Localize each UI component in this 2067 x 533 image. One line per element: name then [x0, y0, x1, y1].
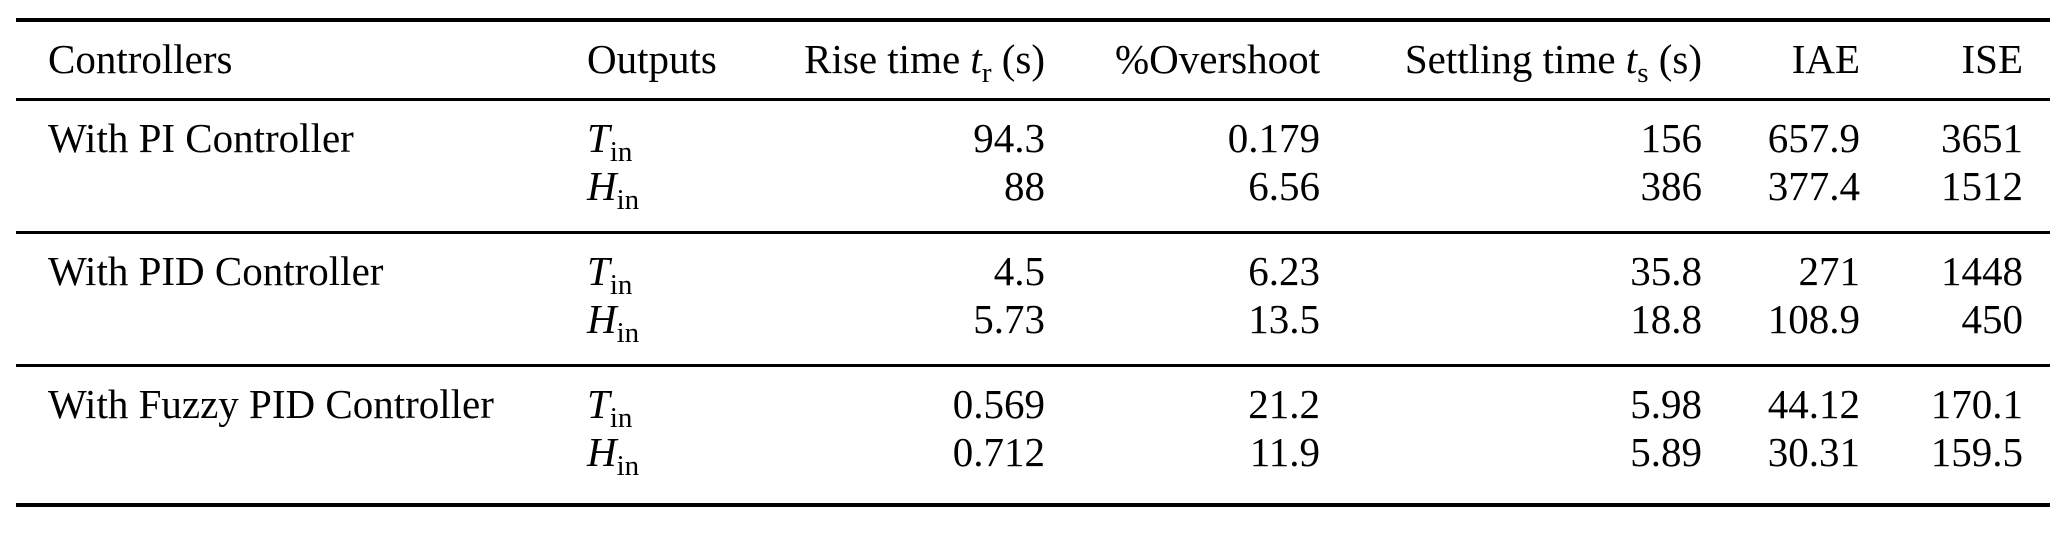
cell-ise: 1448 — [1941, 248, 2023, 295]
col-header-ise: ISE — [1961, 36, 2024, 83]
cell-rise-time: 0.712 — [952, 429, 1045, 476]
cell-iae: 657.9 — [1767, 115, 1860, 162]
cell-iae: 271 — [1798, 248, 1861, 295]
cell-iae: 30.31 — [1767, 429, 1860, 476]
output-subscript: in — [609, 269, 633, 302]
table-header: Controllers Outputs Rise time tr (s) %Ov… — [16, 20, 2050, 100]
cell-ise: 159.5 — [1930, 429, 2023, 476]
settling-time-symbol: t — [1625, 36, 1638, 83]
cell-ise: 450 — [1961, 296, 2024, 343]
cell-rise-time: 0.569 — [952, 381, 1045, 428]
output-symbol: H — [587, 429, 617, 476]
output-subscript: in — [609, 136, 633, 169]
output-symbol: H — [587, 163, 617, 210]
cell-controller-name: With PI Controller — [48, 115, 354, 162]
group-fuzzy-pid-controller: With Fuzzy PID Controller Tin 0.569 21.2… — [16, 366, 2050, 505]
rise-time-label-suffix: (s) — [991, 36, 1045, 83]
table-row: With PI Controller Tin 94.3 0.179 156 65… — [16, 100, 2050, 167]
col-header-iae: IAE — [1791, 36, 1860, 83]
cell-settling-time: 35.8 — [1630, 248, 1702, 295]
cell-output: Tin — [571, 366, 791, 433]
cell-overshoot: 21.2 — [1248, 381, 1320, 428]
cell-overshoot: 13.5 — [1248, 296, 1320, 343]
cell-iae: 44.12 — [1767, 381, 1860, 428]
results-table: Controllers Outputs Rise time tr (s) %Ov… — [16, 18, 2050, 507]
cell-output: Hin — [571, 163, 791, 233]
cell-controller-name: With PID Controller — [48, 248, 384, 295]
group-pi-controller: With PI Controller Tin 94.3 0.179 156 65… — [16, 100, 2050, 233]
cell-rise-time: 5.73 — [973, 296, 1045, 343]
table-row: With Fuzzy PID Controller Tin 0.569 21.2… — [16, 366, 2050, 433]
cell-settling-time: 5.98 — [1630, 381, 1702, 428]
table-row: With PID Controller Tin 4.5 6.23 35.8 27… — [16, 233, 2050, 300]
cell-ise: 1512 — [1941, 163, 2023, 210]
cell-overshoot: 6.56 — [1248, 163, 1320, 210]
rise-time-symbol: t — [970, 36, 982, 83]
table-row: Hin 88 6.56 386 377.4 1512 — [16, 163, 2050, 233]
cell-settling-time: 386 — [1640, 163, 1703, 210]
cell-controller-name — [16, 429, 571, 505]
cell-output: Tin — [571, 233, 791, 300]
settling-time-label-prefix: Settling time — [1404, 36, 1626, 83]
output-symbol: T — [587, 248, 610, 295]
col-header-rise-time: Rise time tr (s) — [791, 20, 1045, 100]
cell-ise: 170.1 — [1930, 381, 2023, 428]
col-header-overshoot: %Overshoot — [1115, 36, 1320, 83]
cell-iae: 377.4 — [1767, 163, 1860, 210]
cell-overshoot: 11.9 — [1249, 429, 1320, 476]
cell-settling-time: 156 — [1640, 115, 1703, 162]
cell-output: Hin — [571, 296, 791, 366]
settling-time-subscript: s — [1637, 57, 1649, 90]
output-symbol: H — [587, 296, 617, 343]
cell-rise-time: 88 — [1004, 163, 1045, 210]
output-subscript: in — [616, 184, 640, 217]
cell-iae: 108.9 — [1767, 296, 1860, 343]
table-row: Hin 0.712 11.9 5.89 30.31 159.5 — [16, 429, 2050, 505]
output-subscript: in — [609, 402, 633, 435]
cell-rise-time: 4.5 — [993, 248, 1045, 295]
cell-overshoot: 6.23 — [1248, 248, 1320, 295]
output-symbol: T — [587, 381, 610, 428]
settling-time-label-suffix: (s) — [1648, 36, 1702, 83]
rise-time-subscript: r — [981, 57, 992, 90]
cell-output: Tin — [571, 100, 791, 167]
col-header-outputs: Outputs — [587, 36, 717, 83]
cell-output: Hin — [571, 429, 791, 505]
cell-controller-name — [16, 163, 571, 233]
col-header-controllers: Controllers — [48, 36, 233, 83]
col-header-settling-time: Settling time ts (s) — [1320, 20, 1702, 100]
output-subscript: in — [616, 317, 640, 350]
group-pid-controller: With PID Controller Tin 4.5 6.23 35.8 27… — [16, 233, 2050, 366]
cell-overshoot: 0.179 — [1227, 115, 1320, 162]
cell-rise-time: 94.3 — [973, 115, 1045, 162]
cell-controller-name — [16, 296, 571, 366]
table-row: Hin 5.73 13.5 18.8 108.9 450 — [16, 296, 2050, 366]
header-row: Controllers Outputs Rise time tr (s) %Ov… — [16, 20, 2050, 100]
rise-time-label-prefix: Rise time — [804, 36, 971, 83]
output-subscript: in — [616, 450, 640, 483]
cell-settling-time: 18.8 — [1630, 296, 1702, 343]
cell-ise: 3651 — [1941, 115, 2023, 162]
cell-controller-name: With Fuzzy PID Controller — [48, 381, 494, 428]
cell-settling-time: 5.89 — [1630, 429, 1702, 476]
output-symbol: T — [587, 115, 610, 162]
